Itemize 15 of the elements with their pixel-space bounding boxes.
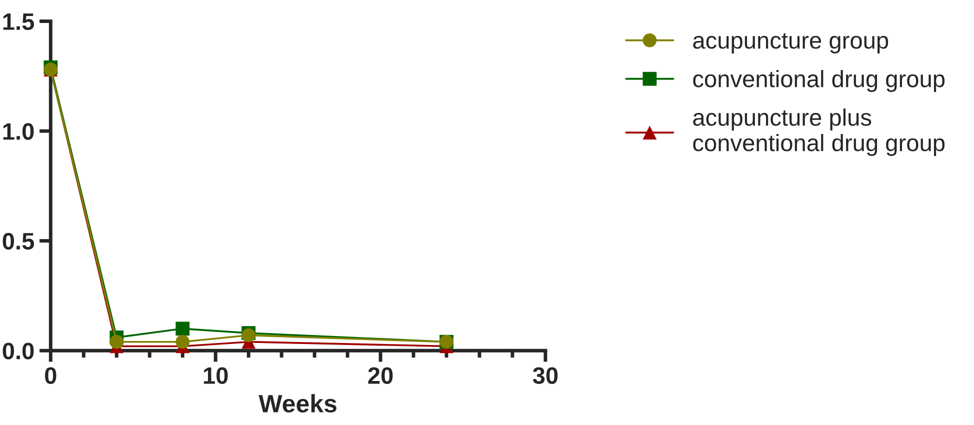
legend-label: acupuncture group [693,33,888,54]
x-axis-title: Weeks [258,394,336,413]
point [110,334,124,349]
x-tick-label: 0 [45,367,56,384]
y-tick-label: 0.5 [2,232,34,250]
point [176,322,190,336]
y-tick-label: 1.0 [3,123,34,140]
y-tick-label: 0.0 [2,342,34,360]
legend-label: acupuncture plus conventional drug group [693,108,945,156]
x-tick-label: 30 [532,367,558,384]
y-tick-label: 1.5 [3,14,34,30]
point [176,334,190,349]
x-tick-label: 20 [368,367,393,384]
x-tick-label: 10 [204,367,228,384]
legend-label: conventional drug group [693,70,945,92]
